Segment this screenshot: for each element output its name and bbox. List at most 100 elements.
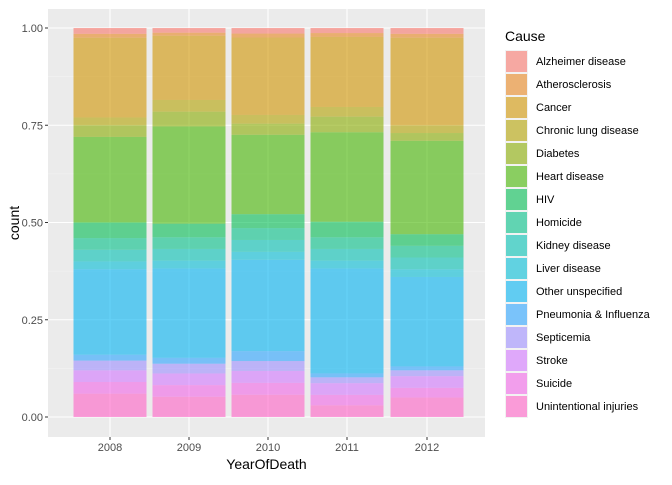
legend-swatch [506, 327, 527, 348]
bar-segment [390, 370, 464, 377]
bar-segment [390, 33, 464, 38]
bar-segment [390, 140, 464, 235]
bar-segment [73, 261, 147, 270]
bar-segment [73, 222, 147, 239]
legend-swatch [506, 235, 527, 256]
legend-title: Cause [505, 28, 546, 44]
legend-label: Kidney disease [536, 240, 611, 252]
bar-segment [152, 373, 226, 386]
bar-segment [152, 223, 226, 238]
bar-segment [390, 234, 464, 246]
y-tick-label: 0.75 [22, 120, 43, 132]
bar-segment [310, 132, 384, 222]
legend-label: Other unspecified [536, 286, 622, 298]
legend-label: Chronic lung disease [536, 125, 639, 137]
legend-label: Homicide [536, 217, 582, 229]
bar-segment [152, 268, 226, 358]
bar-segment [390, 269, 464, 277]
bar-segment [231, 37, 305, 115]
bar-segment [231, 259, 305, 352]
y-tick-label: 1.00 [22, 23, 43, 35]
bar-segment [310, 116, 384, 133]
bar-segment [231, 123, 305, 135]
bar-segment [390, 133, 464, 141]
bar-segment [73, 269, 147, 355]
bar-segment [231, 239, 305, 252]
bar-segment [310, 268, 384, 374]
bar-segment [73, 249, 147, 262]
legend-swatch [506, 350, 527, 371]
legend-label: Heart disease [536, 171, 604, 183]
legend-swatch [506, 51, 527, 72]
bar-segment [390, 28, 464, 34]
legend-swatch [506, 143, 527, 164]
bar-segment [310, 33, 384, 37]
bar-segment [152, 99, 226, 112]
legend-swatch [506, 189, 527, 210]
x-tick-label: 2010 [256, 442, 280, 454]
legend-label: Suicide [536, 378, 572, 390]
bar-segment [310, 248, 384, 261]
x-tick-label: 2011 [335, 442, 359, 454]
bar-segment [310, 405, 384, 417]
bar-segment [152, 260, 226, 269]
x-tick-label: 2012 [415, 442, 439, 454]
x-axis: 2008 2009 2010 2011 2012 [98, 437, 439, 454]
legend-swatch [506, 373, 527, 394]
y-tick-label: 0.00 [22, 412, 43, 424]
bar-segment [390, 37, 464, 126]
bar-segment [231, 251, 305, 260]
y-tick-label: 0.50 [22, 218, 43, 230]
bar-segment [231, 361, 305, 371]
bar-segment [73, 393, 147, 417]
bar-segment [152, 126, 226, 224]
bar-segment [152, 385, 226, 397]
bar-segment [310, 373, 384, 378]
bars [73, 28, 464, 417]
bar-segment [231, 214, 305, 229]
legend-label: Unintentional injuries [536, 401, 639, 413]
bar-segment [73, 37, 147, 118]
legend-label: Diabetes [536, 148, 580, 160]
bar-segment [73, 381, 147, 394]
legend-swatch [506, 258, 527, 279]
bar-segment [73, 136, 147, 223]
legend-swatch [506, 97, 527, 118]
bar-segment [390, 125, 464, 134]
x-axis-title: YearOfDeath [226, 456, 306, 472]
legend-swatch [506, 74, 527, 95]
legend-label: Cancer [536, 102, 572, 114]
bar-segment [231, 394, 305, 417]
legend-label: Atherosclerosis [536, 79, 612, 91]
bar-segment [310, 237, 384, 249]
legend-swatch [506, 396, 527, 417]
bar-segment [73, 354, 147, 361]
legend-label: Stroke [536, 355, 568, 367]
bar-segment [73, 117, 147, 126]
bar-segment [152, 32, 226, 36]
bar-segment [152, 396, 226, 417]
bar-segment [152, 237, 226, 249]
bar-segment [152, 248, 226, 261]
bar-segment [231, 134, 305, 215]
bar-segment [310, 221, 384, 238]
bar-segment [152, 363, 226, 374]
bar-segment [73, 360, 147, 371]
bar-segment [310, 260, 384, 269]
bar-segment [73, 370, 147, 382]
bar-segment [390, 376, 464, 388]
legend-label: Alzheimer disease [536, 56, 626, 68]
bar-segment [231, 28, 305, 34]
bar-segment [390, 276, 464, 367]
legend-label: Septicemia [536, 332, 591, 344]
bar-segment [73, 125, 147, 137]
bar-segment [231, 114, 305, 124]
bar-segment [310, 377, 384, 384]
bar-segment [231, 33, 305, 38]
bar-segment [390, 397, 464, 417]
bar-segment [152, 35, 226, 100]
legend-swatch [506, 281, 527, 302]
bar-segment [152, 357, 226, 364]
y-axis-title: count [6, 206, 22, 240]
